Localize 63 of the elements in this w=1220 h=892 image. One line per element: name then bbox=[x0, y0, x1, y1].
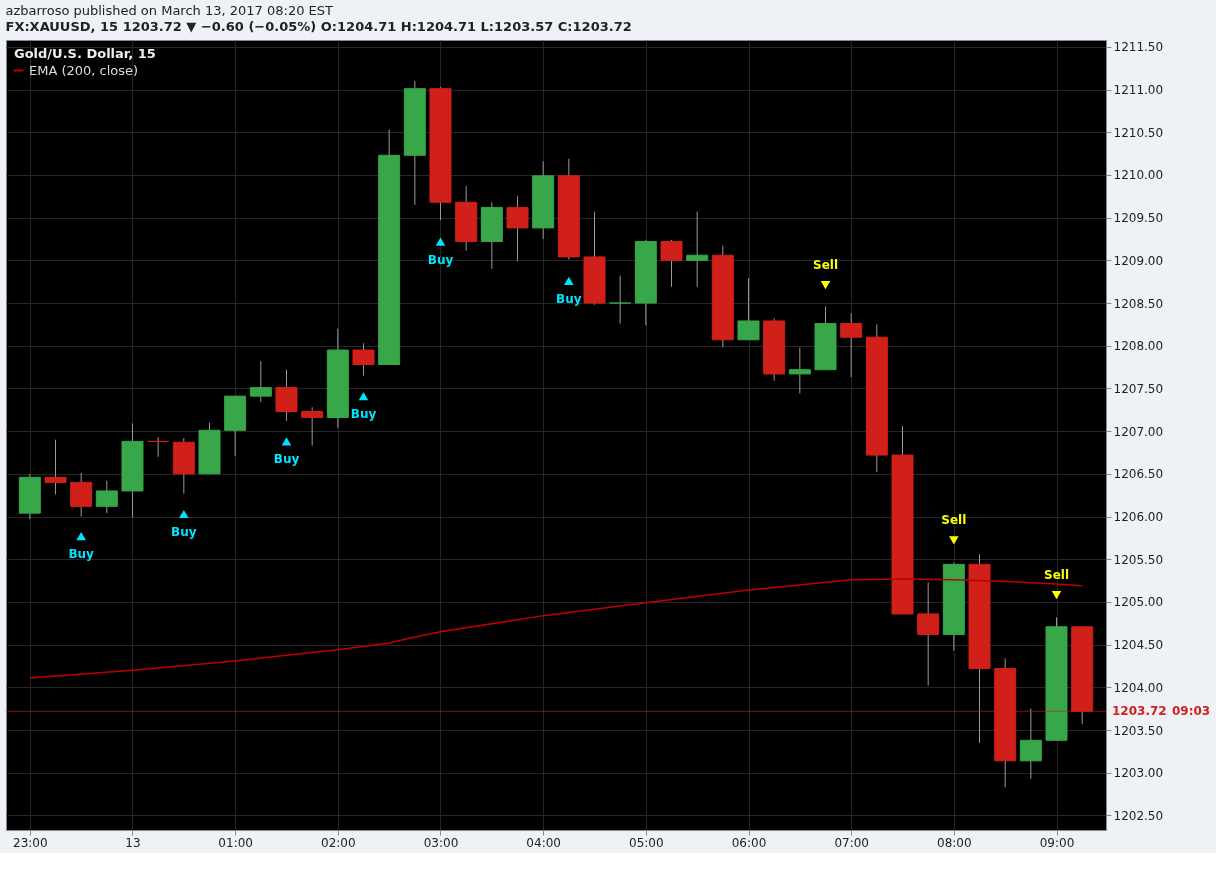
candlestick bbox=[660, 239, 683, 288]
y-tick-label: 1206.50 bbox=[1113, 467, 1164, 482]
candlestick bbox=[95, 480, 118, 514]
chart-subtitle: FX:XAUUSD, 15 1203.72 ▼ −0.60 (−0.05%) O:1204.71 H:1204.71 L:1203.57 C:1203.72 bbox=[5, 19, 632, 34]
x-tick-label: 02:00 bbox=[321, 835, 356, 850]
chart-title: Gold/U.S. Dollar, 15 bbox=[14, 46, 156, 61]
candlestick bbox=[686, 211, 709, 288]
candlestick bbox=[917, 581, 940, 687]
candlestick bbox=[1019, 708, 1042, 780]
annotation: Buy bbox=[350, 407, 377, 422]
candlestick bbox=[737, 277, 760, 341]
y-tick-label: 1204.50 bbox=[1113, 638, 1164, 653]
y-tick-label: 1208.00 bbox=[1113, 339, 1164, 354]
candlestick bbox=[840, 312, 863, 378]
x-tick-label: 05:00 bbox=[629, 835, 664, 850]
x-tick-label: 03:00 bbox=[423, 835, 459, 850]
y-tick-label: 1202.50 bbox=[1113, 808, 1164, 823]
annotation: Sell bbox=[1044, 568, 1070, 583]
y-tick-label: 1211.50 bbox=[1113, 40, 1164, 55]
annotation: Buy bbox=[427, 252, 454, 267]
annotation: Sell bbox=[813, 258, 839, 273]
annotation: Buy bbox=[171, 525, 197, 539]
legend-label: EMA (200, close) bbox=[29, 62, 139, 78]
x-tick-label: 04:00 bbox=[526, 835, 561, 850]
candlestick bbox=[506, 195, 529, 262]
text: azbarroso published on March 13, 2017 08:20 EST bbox=[5, 3, 334, 18]
candlestick bbox=[301, 406, 324, 447]
y-tick-label: 1210.00 bbox=[1113, 168, 1164, 183]
y-tick-label: 1207.50 bbox=[1113, 381, 1164, 396]
x-tick-label: 23:00 bbox=[13, 835, 48, 850]
y-tick-label: 1205.00 bbox=[1113, 595, 1164, 610]
candlestick bbox=[249, 360, 272, 403]
candlestick bbox=[147, 436, 170, 458]
candlestick bbox=[352, 342, 375, 377]
y-tick-label: 1203.50 bbox=[1113, 723, 1164, 738]
y-tick-label: 1207.00 bbox=[1113, 424, 1164, 439]
annotation: Sell bbox=[941, 513, 967, 528]
x-tick-label: 08:00 bbox=[937, 835, 972, 850]
annotation: Buy bbox=[68, 547, 95, 562]
candlestick bbox=[609, 275, 632, 325]
y-tick-label: 1210.50 bbox=[1113, 125, 1164, 140]
x-tick-label: 13 bbox=[125, 835, 141, 850]
y-tick-label: 1211.00 bbox=[1113, 83, 1164, 98]
line-series bbox=[29, 578, 1083, 679]
y-tick-label: 1209.50 bbox=[1113, 211, 1164, 226]
y-tick-label: 1209.00 bbox=[1113, 253, 1164, 268]
x-tick-label: 01:00 bbox=[218, 835, 253, 850]
y-tick-label: 1208.50 bbox=[1113, 296, 1164, 311]
x-tick-label: 09:00 bbox=[1039, 835, 1075, 850]
candlestick bbox=[788, 346, 811, 395]
x-tick-label: 06:00 bbox=[731, 835, 767, 850]
text: 09:03 bbox=[1172, 704, 1211, 719]
y-tick-label: 1204.00 bbox=[1113, 680, 1164, 695]
candlestick bbox=[44, 439, 67, 495]
annotation: Buy bbox=[556, 291, 582, 306]
x-tick-label: 07:00 bbox=[834, 835, 869, 850]
y-tick-label: 1206.00 bbox=[1113, 510, 1164, 525]
annotation: Buy bbox=[273, 452, 300, 467]
ref-line-label: 1203.72 bbox=[1112, 704, 1167, 719]
candlestick bbox=[275, 369, 298, 422]
y-tick-label: 1205.50 bbox=[1113, 552, 1164, 567]
candlestick bbox=[70, 472, 93, 518]
y-tick-label: 1203.00 bbox=[1113, 766, 1164, 781]
